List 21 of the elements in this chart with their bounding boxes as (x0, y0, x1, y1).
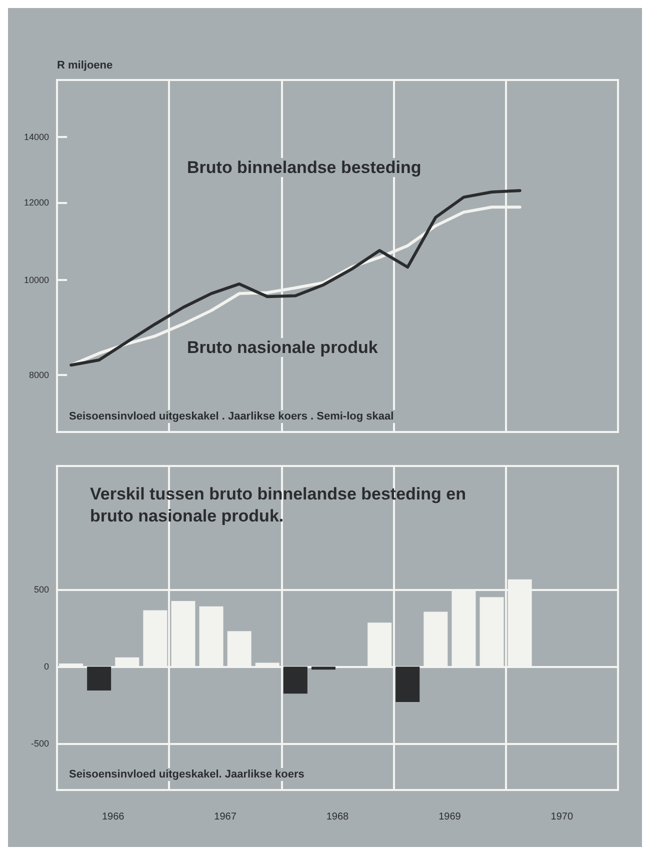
bar (396, 666, 420, 702)
y-tick-label: 14000 (24, 132, 49, 142)
bar (283, 666, 308, 694)
y-tick-label: 0 (44, 662, 49, 672)
annotation: Seisoensinvloed uitgeskakel. Jaarlikse koers (69, 768, 304, 780)
x-tick-label: 1968 (326, 812, 350, 822)
y-tick-label: 12000 (24, 197, 49, 208)
y-tick-label: -500 (30, 738, 49, 749)
annotation: Seisoensinvloed uitgeskakel . Jaarlikse koers . Semi-log skaal (69, 410, 394, 422)
bar (87, 666, 112, 690)
bar (311, 666, 336, 670)
x-tick-label: 1970 (550, 812, 574, 822)
text: Bruto binnelandse besteding (187, 158, 422, 177)
series-label: Bruto nasionale produk (187, 338, 378, 357)
x-tick-label: 1967 (214, 812, 237, 822)
x-tick-label: 1969 (438, 812, 462, 822)
x-tick-label: 1966 (102, 812, 125, 822)
y-axis-title: R miljoene (57, 60, 113, 72)
y-tick-label: 8000 (28, 370, 49, 380)
y-tick-label: 10000 (24, 275, 49, 286)
y-tick-label: 500 (34, 584, 49, 594)
